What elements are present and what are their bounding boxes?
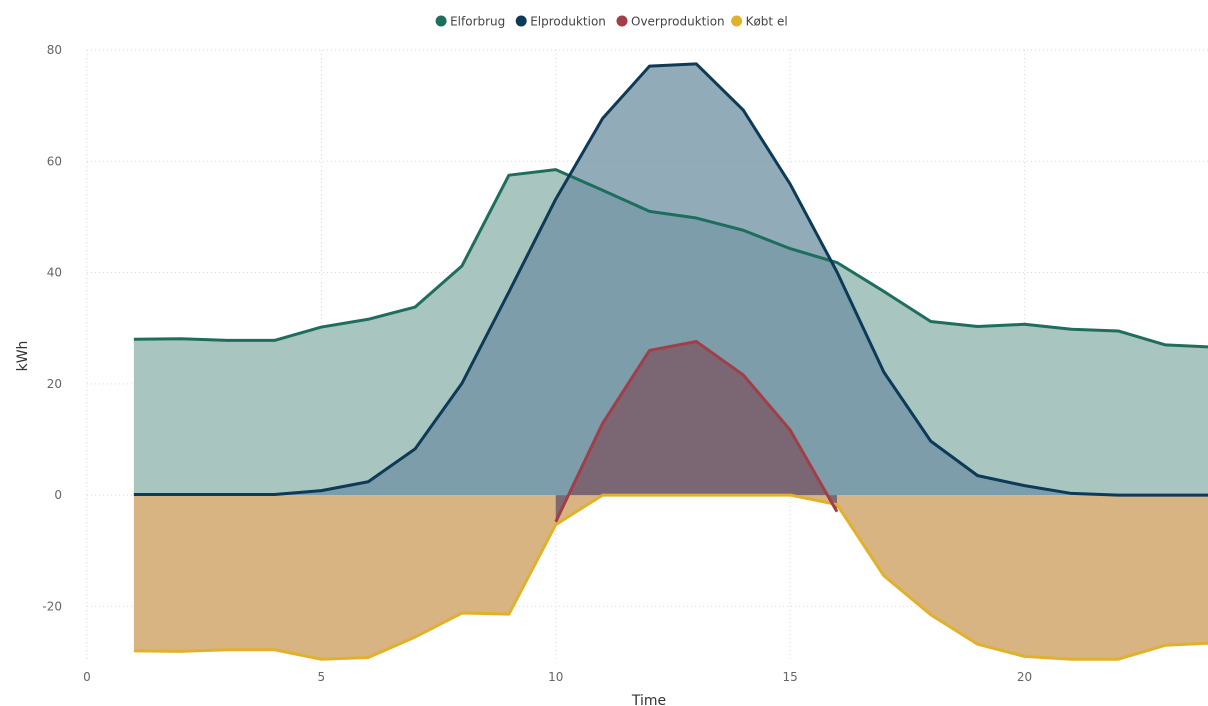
- legend-marker: [435, 15, 447, 27]
- y-tick-label: 0: [54, 488, 62, 502]
- legend-label: Elproduktion: [530, 15, 606, 29]
- y-tick-label: 20: [47, 377, 62, 391]
- legend-marker: [731, 15, 743, 27]
- y-tick-label: 40: [47, 266, 62, 280]
- legend-label: Elforbrug: [450, 15, 505, 29]
- x-axis-ticks: 0 5 10 15 20: [83, 670, 1032, 684]
- area-overproduktion: [555, 341, 837, 522]
- legend-marker: [616, 15, 628, 27]
- line-elforbrug: [133, 168, 1208, 349]
- x-tick-label: 5: [318, 670, 326, 684]
- area-købt-el: [133, 495, 1208, 660]
- legend-label: Overproduktion: [631, 15, 725, 29]
- legend-label: Købt el: [746, 15, 788, 29]
- x-axis-title: Time: [631, 693, 666, 706]
- y-tick-label: -20: [42, 599, 62, 613]
- series-lines: [133, 62, 1208, 661]
- legend: Elforbrug Elproduktion Overproduktion Købt …: [435, 15, 788, 29]
- y-axis-title: kWh: [15, 341, 31, 372]
- y-tick-label: 80: [47, 43, 62, 57]
- x-tick-label: 10: [548, 670, 563, 684]
- x-tick-label: 15: [782, 670, 797, 684]
- area-elproduktion: [133, 63, 1208, 496]
- line-overproduktion: [554, 340, 839, 523]
- y-axis-ticks: -20 0 20 40 60 80: [42, 43, 62, 613]
- x-tick-label: 0: [83, 670, 91, 684]
- line-købt-el: [133, 493, 1208, 661]
- y-tick-label: 60: [47, 154, 62, 168]
- series-areas: [133, 63, 1208, 660]
- line-elproduktion: [133, 62, 1208, 497]
- legend-marker: [515, 15, 527, 27]
- x-tick-label: 20: [1017, 670, 1032, 684]
